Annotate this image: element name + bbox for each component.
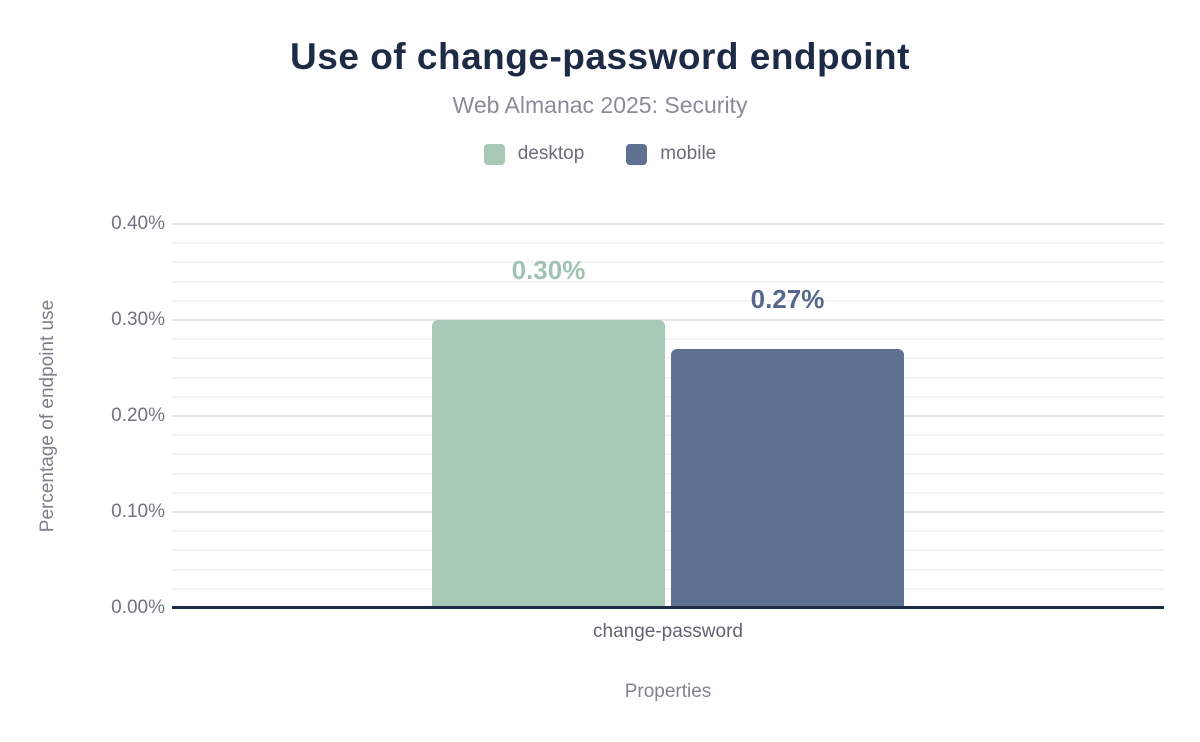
x-category-label: change-password	[593, 621, 743, 642]
gridline-minor	[172, 530, 1164, 533]
x-axis-baseline	[172, 606, 1164, 609]
legend-label-mobile: mobile	[660, 143, 717, 164]
gridline-major	[172, 223, 1164, 225]
gridline-minor	[172, 491, 1164, 494]
chart-title: Use of change-password endpoint	[290, 36, 910, 77]
gridline-minor	[172, 587, 1164, 590]
legend-label-desktop: desktop	[517, 143, 585, 164]
gridline-major	[172, 415, 1164, 417]
y-tick-label: 0.00%	[111, 597, 165, 618]
y-tick-label: 0.30%	[111, 309, 165, 330]
plot-area: 0.30% 0.27%	[172, 223, 1164, 609]
legend-item-mobile[interactable]: mobile	[626, 143, 716, 165]
gridline-minor	[172, 549, 1164, 552]
y-tick-label: 0.10%	[111, 501, 165, 522]
gridline-minor	[172, 376, 1164, 379]
legend: desktop mobile	[0, 143, 1200, 165]
gridline-minor	[172, 357, 1164, 360]
y-tick-label: 0.40%	[111, 213, 165, 234]
bar-value-label-desktop: 0.30%	[511, 255, 586, 285]
chart-subtitle: Web Almanac 2025: Security	[452, 92, 748, 118]
gridline-minor	[172, 299, 1164, 302]
bar-value-label-mobile: 0.27%	[750, 283, 825, 314]
gridline-minor	[172, 395, 1164, 398]
gridline-minor	[172, 568, 1164, 571]
x-axis-title: Properties	[624, 681, 712, 702]
bar-mobile[interactable]	[671, 348, 904, 608]
legend-swatch-mobile	[626, 143, 648, 165]
gridline-minor	[172, 280, 1164, 283]
legend-swatch-desktop	[483, 143, 505, 165]
gridline-minor	[172, 338, 1164, 341]
legend-item-desktop[interactable]: desktop	[483, 143, 585, 165]
gridline-minor	[172, 242, 1164, 245]
gridline-major	[172, 511, 1164, 513]
gridline-minor	[172, 472, 1164, 475]
bar-desktop[interactable]	[432, 320, 665, 608]
gridline-minor	[172, 434, 1164, 437]
y-axis-title: Percentage of endpoint use	[37, 299, 58, 533]
gridline-minor	[172, 453, 1164, 456]
gridline-major	[172, 319, 1164, 321]
gridline-minor	[172, 261, 1164, 264]
y-tick-label: 0.20%	[111, 405, 165, 426]
